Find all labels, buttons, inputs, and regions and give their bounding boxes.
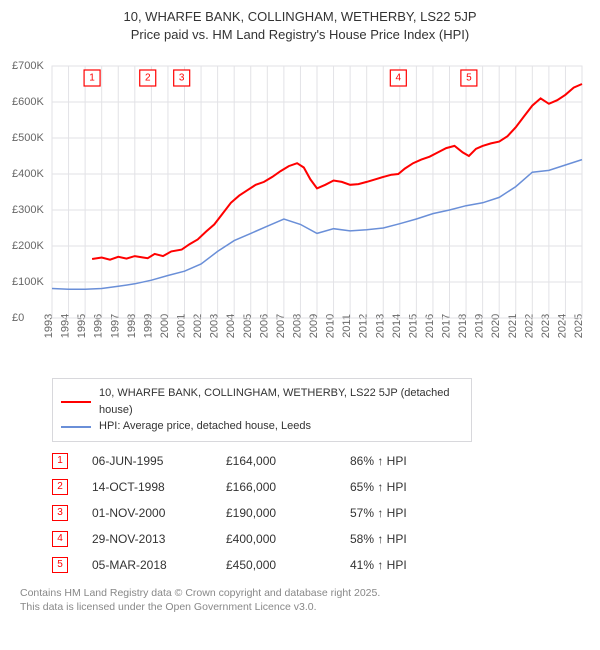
svg-text:2018: 2018 — [457, 314, 469, 338]
svg-text:2025: 2025 — [573, 314, 585, 338]
svg-text:2012: 2012 — [358, 314, 370, 338]
title-line-1: 10, WHARFE BANK, COLLINGHAM, WETHERBY, L… — [10, 8, 590, 26]
svg-text:2020: 2020 — [490, 314, 502, 338]
transaction-marker: 2 — [52, 479, 68, 495]
svg-text:2003: 2003 — [209, 314, 221, 338]
transaction-marker: 1 — [52, 453, 68, 469]
chart-wrap: £0 £100K £200K £300K £400K £500K £600K £700K 199… — [10, 50, 590, 370]
footer: Contains HM Land Registry data © Crown c… — [20, 586, 580, 614]
transaction-row: 3 01-NOV-2000 £190,000 57% ↑ HPI — [52, 500, 590, 526]
svg-text:1: 1 — [89, 73, 95, 84]
svg-text:2006: 2006 — [258, 314, 270, 338]
legend-label: 10, WHARFE BANK, COLLINGHAM, WETHERBY, L… — [99, 385, 463, 418]
transaction-marker: 4 — [52, 531, 68, 547]
line-chart: £0 £100K £200K £300K £400K £500K £600K £700K 199… — [10, 50, 590, 370]
svg-text:2019: 2019 — [474, 314, 486, 338]
transaction-hpi: 41% ↑ HPI — [350, 558, 450, 572]
svg-text:£400K: £400K — [12, 168, 44, 180]
transaction-date: 01-NOV-2000 — [92, 506, 202, 520]
svg-text:2008: 2008 — [291, 314, 303, 338]
transaction-hpi: 65% ↑ HPI — [350, 480, 450, 494]
svg-text:2017: 2017 — [441, 314, 453, 338]
svg-text:5: 5 — [466, 73, 472, 84]
svg-text:2014: 2014 — [391, 314, 403, 338]
svg-text:2002: 2002 — [192, 314, 204, 338]
svg-text:3: 3 — [179, 73, 185, 84]
legend-swatch — [61, 426, 91, 428]
legend-swatch — [61, 401, 91, 403]
svg-text:2: 2 — [145, 73, 151, 84]
transaction-row: 4 29-NOV-2013 £400,000 58% ↑ HPI — [52, 526, 590, 552]
svg-text:2007: 2007 — [275, 314, 287, 338]
transactions-table: 1 06-JUN-1995 £164,000 86% ↑ HPI 2 14-OCT-199… — [52, 448, 590, 578]
footer-line-2: This data is licensed under the Open Gov… — [20, 600, 580, 614]
svg-text:2001: 2001 — [176, 314, 188, 338]
title-line-2: Price paid vs. HM Land Registry's House … — [10, 26, 590, 44]
svg-text:£300K: £300K — [12, 204, 44, 216]
legend-label: HPI: Average price, detached house, Leed… — [99, 418, 311, 435]
svg-text:2015: 2015 — [407, 314, 419, 338]
svg-text:2022: 2022 — [523, 314, 535, 338]
svg-text:2013: 2013 — [374, 314, 386, 338]
transaction-price: £450,000 — [226, 558, 326, 572]
transaction-row: 1 06-JUN-1995 £164,000 86% ↑ HPI — [52, 448, 590, 474]
svg-text:1998: 1998 — [126, 314, 138, 338]
transaction-marker: 3 — [52, 505, 68, 521]
legend-row-1: HPI: Average price, detached house, Leed… — [61, 418, 463, 435]
transaction-date: 05-MAR-2018 — [92, 558, 202, 572]
svg-text:2005: 2005 — [242, 314, 254, 338]
chart-container: 10, WHARFE BANK, COLLINGHAM, WETHERBY, L… — [0, 0, 600, 622]
svg-text:2023: 2023 — [540, 314, 552, 338]
transaction-hpi: 57% ↑ HPI — [350, 506, 450, 520]
transaction-row: 2 14-OCT-1998 £166,000 65% ↑ HPI — [52, 474, 590, 500]
svg-text:2000: 2000 — [159, 314, 171, 338]
svg-text:£0: £0 — [12, 312, 24, 324]
transaction-date: 14-OCT-1998 — [92, 480, 202, 494]
transaction-date: 29-NOV-2013 — [92, 532, 202, 546]
svg-text:1997: 1997 — [109, 314, 121, 338]
svg-text:2004: 2004 — [225, 314, 237, 338]
svg-text:1995: 1995 — [76, 314, 88, 338]
svg-text:£700K: £700K — [12, 60, 44, 72]
svg-text:2016: 2016 — [424, 314, 436, 338]
svg-text:2024: 2024 — [556, 314, 568, 338]
transaction-price: £166,000 — [226, 480, 326, 494]
svg-text:1999: 1999 — [142, 314, 154, 338]
svg-text:2010: 2010 — [325, 314, 337, 338]
svg-text:1994: 1994 — [60, 314, 72, 338]
svg-text:£200K: £200K — [12, 240, 44, 252]
series-price_paid — [92, 84, 582, 260]
transaction-price: £190,000 — [226, 506, 326, 520]
svg-text:1993: 1993 — [43, 314, 55, 338]
transaction-date: 06-JUN-1995 — [92, 454, 202, 468]
legend: 10, WHARFE BANK, COLLINGHAM, WETHERBY, L… — [52, 378, 472, 442]
svg-text:2009: 2009 — [308, 314, 320, 338]
footer-line-1: Contains HM Land Registry data © Crown c… — [20, 586, 580, 600]
transaction-marker: 5 — [52, 557, 68, 573]
svg-text:£100K: £100K — [12, 276, 44, 288]
svg-text:1996: 1996 — [93, 314, 105, 338]
svg-text:2021: 2021 — [507, 314, 519, 338]
transaction-hpi: 86% ↑ HPI — [350, 454, 450, 468]
transaction-price: £164,000 — [226, 454, 326, 468]
svg-text:£500K: £500K — [12, 132, 44, 144]
svg-text:£600K: £600K — [12, 96, 44, 108]
svg-text:4: 4 — [396, 73, 402, 84]
transaction-price: £400,000 — [226, 532, 326, 546]
transaction-row: 5 05-MAR-2018 £450,000 41% ↑ HPI — [52, 552, 590, 578]
legend-row-0: 10, WHARFE BANK, COLLINGHAM, WETHERBY, L… — [61, 385, 463, 418]
transaction-hpi: 58% ↑ HPI — [350, 532, 450, 546]
